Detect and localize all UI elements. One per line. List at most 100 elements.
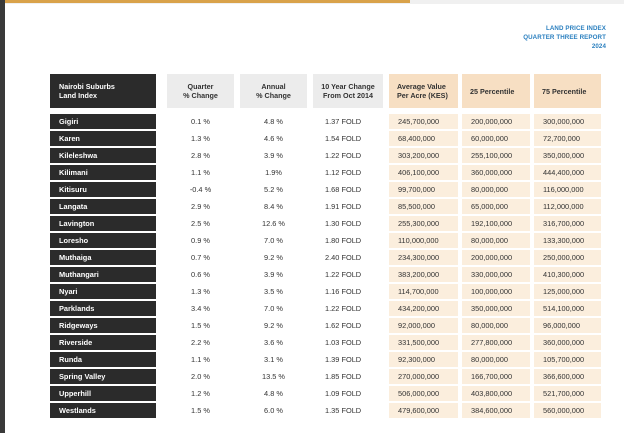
average-value: 234,300,000 bbox=[389, 248, 462, 265]
percentile-75: 366,600,000 bbox=[534, 367, 601, 384]
header-avg-line2: Per Acre (KES) bbox=[397, 91, 448, 100]
ten-year-change: 1.37 FOLD bbox=[313, 112, 389, 129]
ten-year-change: 1.54 FOLD bbox=[313, 129, 389, 146]
header-suburb: Nairobi Suburbs Land Index bbox=[50, 74, 167, 108]
ten-year-change: 1.62 FOLD bbox=[313, 316, 389, 333]
table-row: Muthaiga 0.7 % 9.2 % 2.40 FOLD 234,300,000 20… bbox=[50, 248, 601, 265]
suburb-name: Upperhill bbox=[50, 384, 167, 401]
average-value: 68,400,000 bbox=[389, 129, 462, 146]
ten-year-change: 1.68 FOLD bbox=[313, 180, 389, 197]
annual-change: 8.4 % bbox=[240, 197, 313, 214]
annual-change: 7.0 % bbox=[240, 299, 313, 316]
ten-year-change: 1.22 FOLD bbox=[313, 265, 389, 282]
average-value: 114,700,000 bbox=[389, 282, 462, 299]
percentile-25: 80,000,000 bbox=[462, 231, 534, 248]
table-row: Upperhill 1.2 % 4.8 % 1.09 FOLD 506,000,000 4… bbox=[50, 384, 601, 401]
ten-year-change: 1.22 FOLD bbox=[313, 299, 389, 316]
percentile-25: 80,000,000 bbox=[462, 180, 534, 197]
percentile-25: 200,000,000 bbox=[462, 248, 534, 265]
percentile-25: 60,000,000 bbox=[462, 129, 534, 146]
header-avg-line1: Average Value bbox=[397, 82, 446, 91]
header-25-label: 25 Percentile bbox=[470, 86, 515, 96]
suburb-name: Kilimani bbox=[50, 163, 167, 180]
ten-year-change: 1.39 FOLD bbox=[313, 350, 389, 367]
average-value: 85,500,000 bbox=[389, 197, 462, 214]
annual-change: 4.8 % bbox=[240, 384, 313, 401]
ten-year-change: 2.40 FOLD bbox=[313, 248, 389, 265]
quarter-change: 2.8 % bbox=[167, 146, 240, 163]
header-suburb-line1: Nairobi Suburbs bbox=[59, 82, 115, 91]
percentile-75: 105,700,000 bbox=[534, 350, 601, 367]
top-gold-rule bbox=[5, 0, 410, 3]
ten-year-change: 1.91 FOLD bbox=[313, 197, 389, 214]
annual-change: 9.2 % bbox=[240, 316, 313, 333]
quarter-change: 2.2 % bbox=[167, 333, 240, 350]
average-value: 92,000,000 bbox=[389, 316, 462, 333]
report-title: LAND PRICE INDEX QUARTER THREE REPORT 20… bbox=[523, 24, 606, 51]
percentile-75: 96,000,000 bbox=[534, 316, 601, 333]
quarter-change: 0.9 % bbox=[167, 231, 240, 248]
percentile-75: 116,000,000 bbox=[534, 180, 601, 197]
average-value: 406,100,000 bbox=[389, 163, 462, 180]
quarter-change: 1.1 % bbox=[167, 350, 240, 367]
report-title-line3: 2024 bbox=[591, 43, 606, 50]
header-75-label: 75 Percentile bbox=[542, 86, 587, 96]
annual-change: 3.5 % bbox=[240, 282, 313, 299]
ten-year-change: 1.03 FOLD bbox=[313, 333, 389, 350]
header-quarter-line2: % Change bbox=[183, 91, 218, 100]
percentile-25: 200,000,000 bbox=[462, 112, 534, 129]
percentile-25: 80,000,000 bbox=[462, 316, 534, 333]
annual-change: 1.9% bbox=[240, 163, 313, 180]
quarter-change: 1.3 % bbox=[167, 282, 240, 299]
annual-change: 4.8 % bbox=[240, 112, 313, 129]
quarter-change: 1.1 % bbox=[167, 163, 240, 180]
table-row: Langata 2.9 % 8.4 % 1.91 FOLD 85,500,000 65,0… bbox=[50, 197, 601, 214]
ten-year-change: 1.35 FOLD bbox=[313, 401, 389, 418]
table-row: Loresho 0.9 % 7.0 % 1.80 FOLD 110,000,000 80,… bbox=[50, 231, 601, 248]
table-row: Kileleshwa 2.8 % 3.9 % 1.22 FOLD 303,200,000… bbox=[50, 146, 601, 163]
percentile-25: 192,100,000 bbox=[462, 214, 534, 231]
average-value: 92,300,000 bbox=[389, 350, 462, 367]
table-row: Parklands 3.4 % 7.0 % 1.22 FOLD 434,200,000 3… bbox=[50, 299, 601, 316]
percentile-25: 255,100,000 bbox=[462, 146, 534, 163]
annual-change: 6.0 % bbox=[240, 401, 313, 418]
percentile-75: 410,300,000 bbox=[534, 265, 601, 282]
average-value: 255,300,000 bbox=[389, 214, 462, 231]
suburb-name: Riverside bbox=[50, 333, 167, 350]
quarter-change: 1.5 % bbox=[167, 401, 240, 418]
suburb-name: Muthangari bbox=[50, 265, 167, 282]
annual-change: 9.2 % bbox=[240, 248, 313, 265]
table-row: Karen 1.3 % 4.6 % 1.54 FOLD 68,400,000 60,000… bbox=[50, 129, 601, 146]
average-value: 245,700,000 bbox=[389, 112, 462, 129]
average-value: 479,600,000 bbox=[389, 401, 462, 418]
percentile-75: 360,000,000 bbox=[534, 333, 601, 350]
table-row: Ridgeways 1.5 % 9.2 % 1.62 FOLD 92,000,000 80… bbox=[50, 316, 601, 333]
header-25-percentile: 25 Percentile bbox=[462, 74, 534, 108]
percentile-75: 316,700,000 bbox=[534, 214, 601, 231]
suburb-name: Lavington bbox=[50, 214, 167, 231]
suburb-name: Nyari bbox=[50, 282, 167, 299]
header-annual-change: Annual% Change bbox=[240, 74, 313, 108]
ten-year-change: 1.16 FOLD bbox=[313, 282, 389, 299]
annual-change: 5.2 % bbox=[240, 180, 313, 197]
header-quarter-line1: Quarter bbox=[187, 82, 214, 91]
report-title-line1: LAND PRICE INDEX bbox=[545, 25, 606, 32]
annual-change: 3.9 % bbox=[240, 265, 313, 282]
average-value: 383,200,000 bbox=[389, 265, 462, 282]
table-row: Nyari 1.3 % 3.5 % 1.16 FOLD 114,700,000 100,0… bbox=[50, 282, 601, 299]
percentile-75: 521,700,000 bbox=[534, 384, 601, 401]
header-ten-year-change: 10 Year Change From Oct 2014 bbox=[313, 74, 389, 108]
suburb-name: Gigiri bbox=[50, 112, 167, 129]
quarter-change: 3.4 % bbox=[167, 299, 240, 316]
quarter-change: 0.6 % bbox=[167, 265, 240, 282]
percentile-75: 350,000,000 bbox=[534, 146, 601, 163]
suburb-name: Runda bbox=[50, 350, 167, 367]
percentile-75: 125,000,000 bbox=[534, 282, 601, 299]
annual-change: 7.0 % bbox=[240, 231, 313, 248]
suburb-name: Karen bbox=[50, 129, 167, 146]
ten-year-change: 1.09 FOLD bbox=[313, 384, 389, 401]
average-value: 506,000,000 bbox=[389, 384, 462, 401]
percentile-25: 166,700,000 bbox=[462, 367, 534, 384]
annual-change: 3.1 % bbox=[240, 350, 313, 367]
table-row: Westlands 1.5 % 6.0 % 1.35 FOLD 479,600,000 3… bbox=[50, 401, 601, 418]
